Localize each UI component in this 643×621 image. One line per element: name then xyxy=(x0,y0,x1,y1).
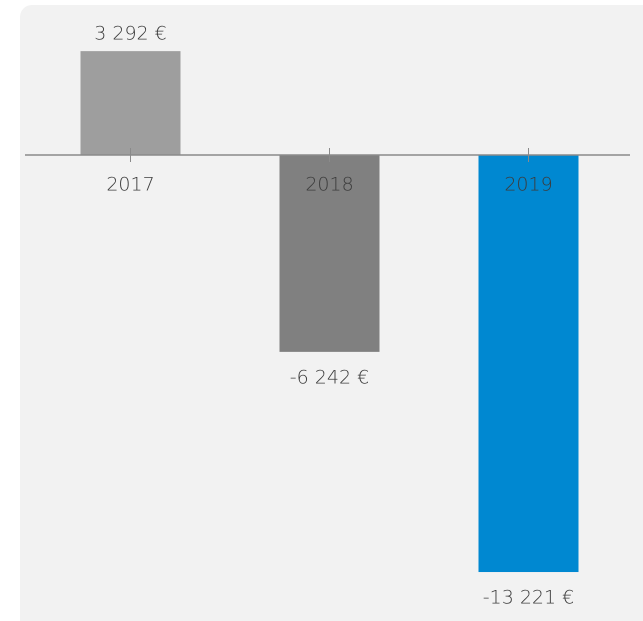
value-label: 3 292 € xyxy=(94,23,167,45)
bar xyxy=(80,51,181,155)
x-tick-label: 2018 xyxy=(305,173,353,195)
bar xyxy=(279,154,380,352)
value-label: -6 242 € xyxy=(290,366,369,388)
value-label: -13 221 € xyxy=(483,587,574,609)
x-tick-label: 2019 xyxy=(504,173,552,195)
bar xyxy=(478,154,579,573)
x-tick-label: 2017 xyxy=(106,173,154,195)
